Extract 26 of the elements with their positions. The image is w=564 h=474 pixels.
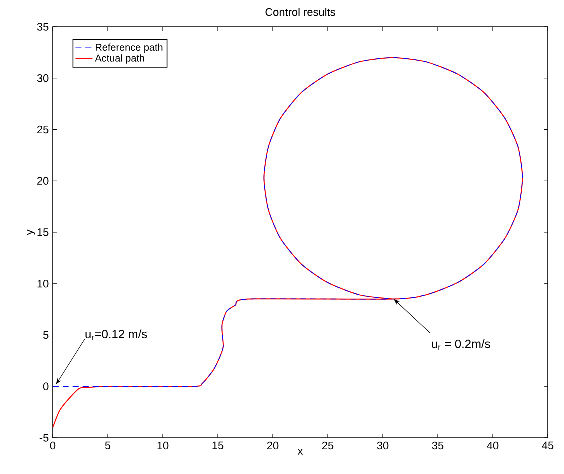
legend-label: Actual path: [95, 54, 144, 64]
y-tick-label: 10: [38, 280, 49, 288]
y-tick-label: -5: [40, 434, 49, 442]
y-axis-title: y: [27, 230, 36, 236]
x-tick-label: 40: [487, 442, 499, 450]
y-tick-label: 5: [43, 331, 49, 340]
y-tick-label: 15: [38, 228, 49, 236]
x-tick-label: 10: [158, 442, 169, 450]
y-tick-label: 30: [37, 74, 49, 82]
x-tick-label: 0: [50, 442, 56, 450]
x-tick-label: 15: [212, 442, 224, 450]
x-tick-label: 20: [267, 442, 279, 450]
y-tick-label: 35: [37, 23, 49, 31]
annotation: u$_{r}$=0.12 m/s: [86, 330, 148, 340]
y-tick-label: 0: [43, 382, 49, 391]
x-tick-label: 35: [432, 442, 444, 450]
legend-label: Reference path: [96, 44, 163, 53]
x-axis-title: x: [298, 449, 304, 455]
y-tick-label: 25: [38, 126, 49, 134]
x-tick-label: 45: [542, 442, 554, 450]
chart-title: Control results: [266, 8, 336, 16]
y-tick-label: 20: [38, 177, 49, 186]
x-tick-label: 30: [377, 442, 389, 450]
x-tick-label: 25: [322, 442, 334, 450]
annotation: u$_{r}$ = 0.2m/s: [432, 340, 490, 350]
x-tick-label: 5: [105, 442, 111, 450]
